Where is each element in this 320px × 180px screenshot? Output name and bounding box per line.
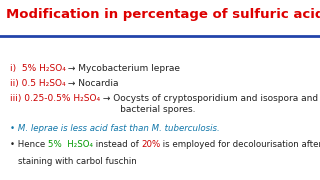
Text: instead of: instead of: [92, 140, 141, 149]
Text: 5%  H₂SO₄: 5% H₂SO₄: [48, 140, 92, 149]
Text: • Hence: • Hence: [10, 140, 48, 149]
Text: → Nocardia: → Nocardia: [65, 79, 119, 88]
Text: 20%: 20%: [141, 140, 160, 149]
Text: → Mycobacterium leprae: → Mycobacterium leprae: [66, 64, 180, 73]
Text: Modification in percentage of sulfuric acid:: Modification in percentage of sulfuric a…: [6, 8, 320, 21]
Text: ii) 0.5 H₂SO₄: ii) 0.5 H₂SO₄: [10, 79, 65, 88]
Text: is employed for decolourisation after: is employed for decolourisation after: [160, 140, 320, 149]
Text: iii) 0.25-0.5% H₂SO₄: iii) 0.25-0.5% H₂SO₄: [10, 94, 100, 103]
Text: • M. leprae is less acid fast than M. tuberculosis.: • M. leprae is less acid fast than M. tu…: [10, 124, 219, 133]
Text: i)  5% H₂SO₄: i) 5% H₂SO₄: [10, 64, 66, 73]
Text: staining with carbol fuschin: staining with carbol fuschin: [18, 157, 136, 166]
Text: → Oocysts of cryptosporidium and isospora and
       bacterial spores.: → Oocysts of cryptosporidium and isospor…: [100, 94, 318, 114]
